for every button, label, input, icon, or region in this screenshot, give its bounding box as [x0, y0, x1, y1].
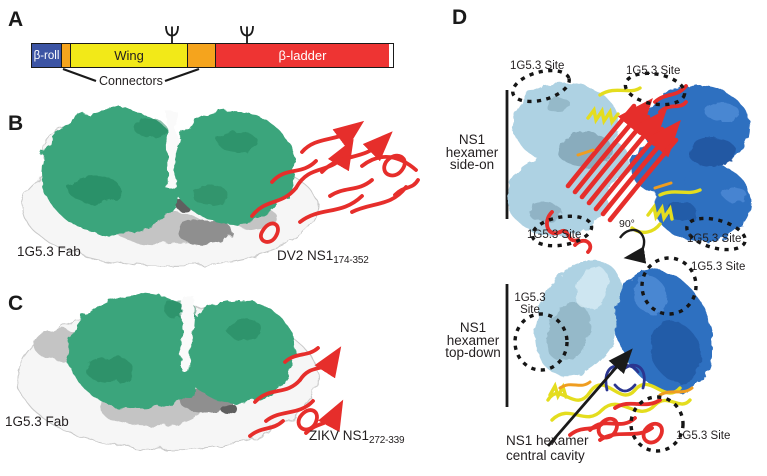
- glycosylation-site-icon: [165, 25, 179, 44]
- wing-domain: Wing: [70, 44, 187, 67]
- fab-label: 1G5.3 Fab: [5, 414, 69, 429]
- top-down-caption: NS1 hexamer top-down: [438, 320, 508, 360]
- fab-label: 1G5.3 Fab: [17, 244, 81, 259]
- side-on-caption-line1: NS1: [458, 132, 486, 147]
- site-label-bottom-right: 1G5.3 Site: [676, 430, 731, 442]
- zikv-ns1-label-main: ZIKV NS1: [309, 428, 370, 443]
- site-label-bottom-right: 1G5.3 Site: [687, 233, 742, 245]
- site-label-top-right: 1G5.3 Site: [691, 261, 746, 273]
- rotation-angle-label: 90°: [619, 218, 635, 230]
- zikv-ns1-label-residues: 272-339: [369, 435, 405, 446]
- rotation-arrow: [619, 228, 647, 264]
- dv2-ns1-label-residues: 174-352: [333, 255, 369, 266]
- site-label-left-line1: 1G5.3: [514, 292, 546, 304]
- side-on-caption-line3: side-on: [449, 157, 495, 172]
- dv2-ns1-ribbon: [250, 120, 420, 244]
- hexamer-top-down-surface: [535, 259, 713, 393]
- site-label-top-left: 1G5.3 Site: [510, 60, 565, 72]
- fab-heavy-chain-surface: [41, 109, 295, 235]
- panel-a-letter: A: [8, 8, 24, 31]
- top-down-site-circles: [513, 256, 698, 453]
- fab-heavy-chain-surface: [68, 294, 296, 410]
- panel-d-letter: D: [452, 6, 468, 29]
- side-on-red-beta-ladder: [545, 84, 688, 254]
- panel-c-letter: C: [8, 292, 24, 315]
- site-label-top-right: 1G5.3 Site: [626, 65, 681, 77]
- connector-leader-lines: [62, 67, 200, 83]
- beta-roll-domain: β-roll: [32, 44, 61, 67]
- top-down-caption-line3: top-down: [445, 345, 501, 360]
- site-label-left: 1G5.3 Site: [506, 292, 554, 316]
- central-cavity-label: NS1 hexamer central cavity: [506, 433, 589, 463]
- glycosylation-site-icon: [240, 25, 254, 44]
- side-on-caption-line2: hexamer: [445, 144, 499, 160]
- top-down-caption-line1: NS1: [459, 320, 487, 335]
- site-label-bottom-left: 1G5.3 Site: [527, 229, 582, 241]
- top-down-caption-line2: hexamer: [446, 332, 500, 348]
- zikv-ns1-ribbon: [248, 346, 344, 438]
- zikv-ns1-label: ZIKV NS1272-339: [309, 428, 405, 446]
- dv2-ns1-label: DV2 NS1174-352: [277, 248, 369, 266]
- connector-segment: [61, 44, 70, 67]
- ns1-domain-bar: β-roll Wing β-ladder: [31, 43, 394, 68]
- side-on-orange-connectors: [576, 148, 673, 190]
- beta-ladder-domain: β-ladder: [215, 44, 389, 67]
- side-on-caption: NS1 hexamer side-on: [438, 132, 506, 172]
- central-cavity-label-line2: central cavity: [506, 447, 585, 463]
- panel-b-letter: B: [8, 112, 24, 135]
- dv2-ns1-label-main: DV2 NS1: [277, 248, 334, 263]
- central-cavity-label-line1: NS1 hexamer: [506, 433, 589, 448]
- central-cavity-arrow: [546, 348, 633, 447]
- site-label-left-line2: Site: [520, 304, 540, 316]
- connector-segment: [187, 44, 215, 67]
- connectors-label: Connectors: [99, 74, 163, 88]
- side-on-site-circles: [511, 68, 747, 252]
